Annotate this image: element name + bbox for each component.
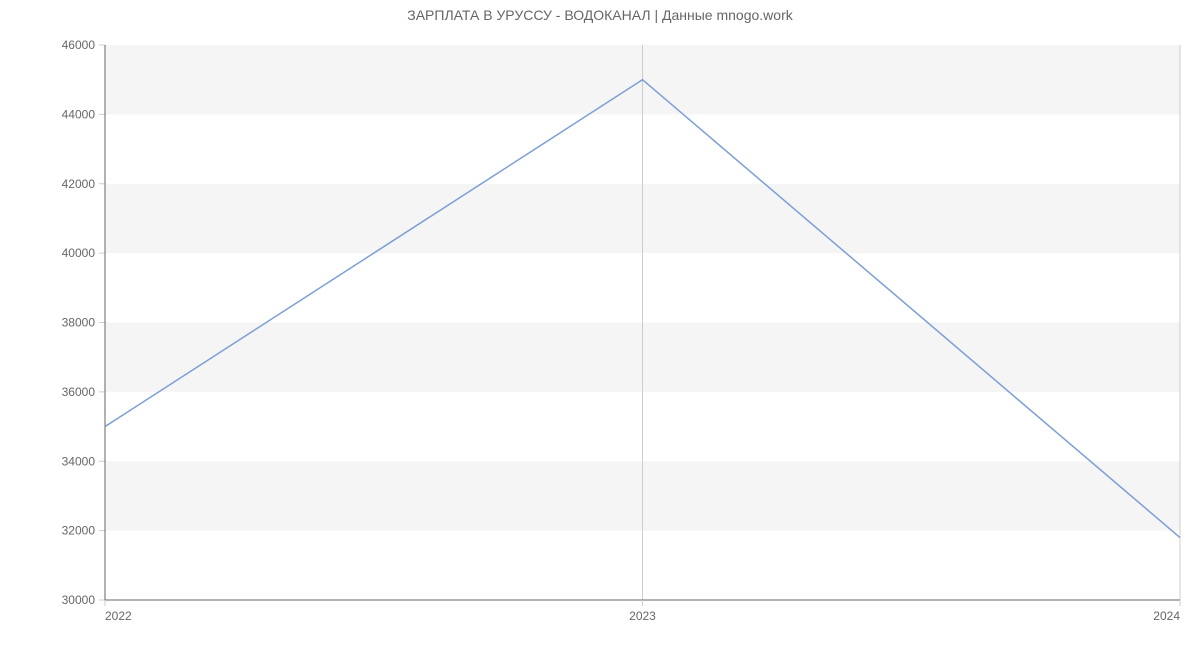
y-tick-label: 34000 bbox=[62, 454, 96, 468]
y-tick-label: 30000 bbox=[62, 593, 96, 607]
x-tick-label: 2024 bbox=[1153, 609, 1180, 623]
y-tick-label: 40000 bbox=[62, 246, 96, 260]
salary-line-chart: 30000 32000 34000 36000 38000 40000 42000 44000… bbox=[0, 0, 1200, 650]
y-tick-label: 36000 bbox=[62, 385, 96, 399]
y-tick-label: 44000 bbox=[62, 107, 96, 121]
x-tick-label: 2022 bbox=[105, 609, 132, 623]
y-tick-label: 38000 bbox=[62, 316, 96, 330]
y-tick-label: 32000 bbox=[62, 524, 96, 538]
y-tick-label: 46000 bbox=[62, 38, 96, 52]
x-tick-label: 2023 bbox=[629, 609, 656, 623]
chart-title: ЗАРПЛАТА В УРУССУ - ВОДОКАНАЛ | Данные m… bbox=[407, 7, 793, 23]
chart-svg: 30000 32000 34000 36000 38000 40000 42000 44000… bbox=[0, 0, 1200, 650]
y-tick-label: 42000 bbox=[62, 177, 96, 191]
